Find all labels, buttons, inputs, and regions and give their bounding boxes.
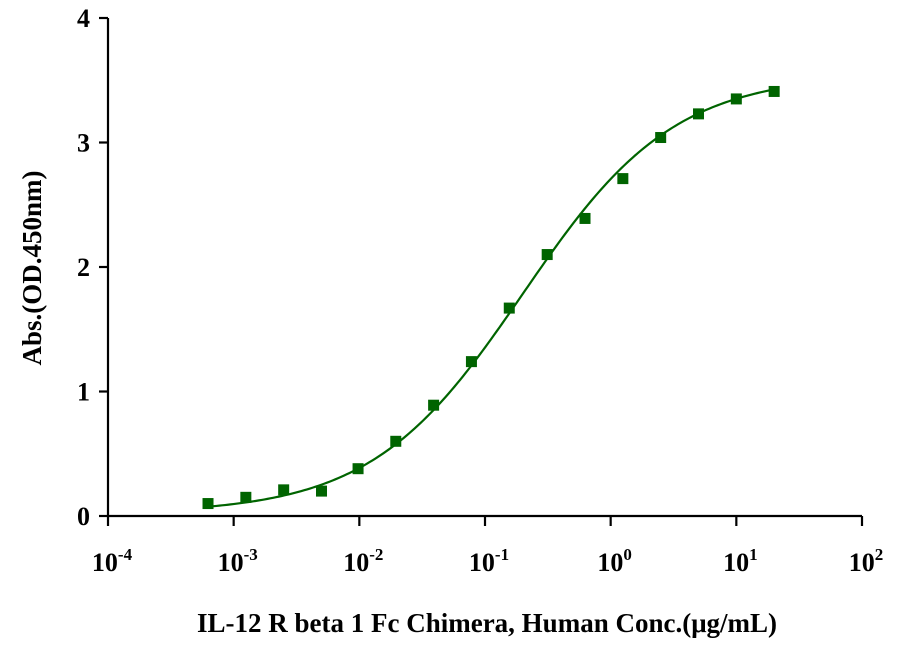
x-tick-exponent: -3 (244, 545, 258, 564)
x-tick-label: 10-3 (218, 545, 258, 577)
y-tick-label: 0 (77, 502, 90, 531)
x-tick-label: 10-4 (92, 545, 133, 577)
x-tick-exponent: 2 (875, 545, 884, 564)
data-point (390, 435, 402, 447)
y-tick-label: 1 (77, 378, 90, 407)
x-tick-exponent: 0 (623, 545, 632, 564)
data-point (579, 212, 591, 224)
data-point (617, 173, 629, 185)
x-tick-label: 10-2 (343, 545, 383, 577)
data-point (352, 463, 364, 475)
data-point (428, 399, 440, 411)
data-point (465, 356, 477, 368)
x-axis-title: IL-12 R beta 1 Fc Chimera, Human Conc.(μ… (197, 608, 777, 638)
axes (106, 18, 862, 518)
data-point (655, 132, 667, 144)
data-point (240, 491, 252, 503)
x-tick-label: 102 (849, 545, 884, 577)
data-points (202, 85, 780, 510)
x-tick-base: 10 (469, 548, 495, 577)
data-point (693, 108, 705, 120)
x-tick-label: 100 (597, 545, 632, 577)
data-point (316, 485, 328, 497)
x-tick-base: 10 (849, 548, 875, 577)
x-tick-label: 10-1 (469, 545, 509, 577)
data-point (730, 93, 742, 105)
y-tick-label: 4 (77, 4, 90, 33)
x-tick-base: 10 (723, 548, 749, 577)
x-tick-base: 10 (218, 548, 244, 577)
data-point (541, 249, 553, 261)
data-point (768, 85, 780, 97)
x-ticks: 10-4 10-3 10-2 10-1 100 101 102 (92, 516, 883, 577)
x-tick-base: 10 (597, 548, 623, 577)
x-tick-exponent: -4 (118, 545, 133, 564)
data-point (202, 498, 214, 510)
x-tick-label: 101 (723, 545, 758, 577)
data-point (503, 302, 515, 314)
y-tick-label: 3 (77, 129, 90, 158)
y-tick-label: 2 (77, 253, 90, 282)
x-tick-base: 10 (343, 548, 369, 577)
data-point (278, 484, 290, 496)
x-tick-exponent: -2 (369, 545, 383, 564)
y-ticks: 0 1 2 3 4 (77, 4, 108, 531)
fit-curve (207, 88, 775, 508)
x-tick-exponent: -1 (495, 545, 509, 564)
y-axis-title: Abs.(OD.450nm) (17, 170, 47, 365)
x-tick-base: 10 (92, 548, 118, 577)
x-tick-exponent: 1 (749, 545, 758, 564)
